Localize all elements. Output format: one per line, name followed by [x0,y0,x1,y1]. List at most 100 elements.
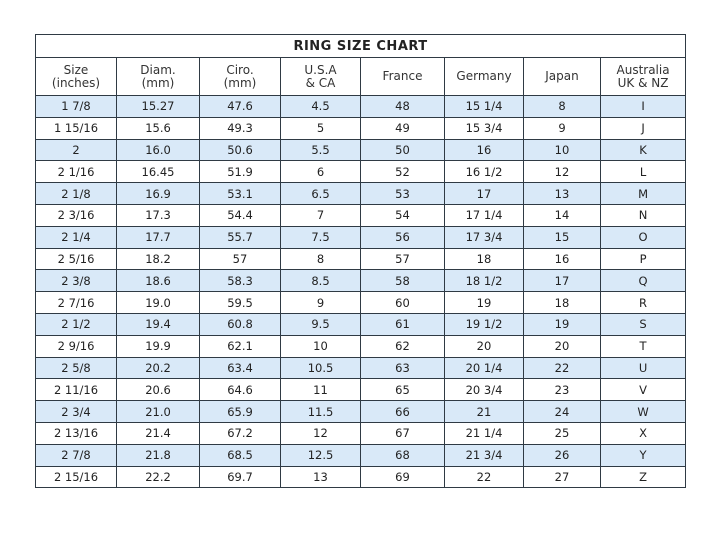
cell-circumference-mm: 62.1 [199,334,281,358]
cell-japan: 14 [523,203,601,227]
header-line: Japan [545,69,579,83]
table-row: 2 15/16 22.2 69.7 13 69 22 27 Z [35,465,687,489]
cell-diameter-mm: 18.6 [116,269,200,293]
cell-france: 56 [360,225,445,249]
cell-japan: 22 [523,356,601,380]
cell-diameter-mm: 22.2 [116,465,200,489]
cell-australia-uk-nz: S [599,312,687,336]
cell-circumference-mm: 55.7 [199,225,281,249]
cell-australia-uk-nz: O [599,225,687,249]
cell-circumference-mm: 53.1 [199,182,281,205]
cell-diameter-mm: 16.9 [116,182,200,205]
cell-germany: 20 1/4 [444,356,524,380]
table-row: 2 5/16 18.2 57 8 57 18 16 P [35,247,687,271]
table-row: 2 7/8 21.8 68.5 12.5 68 21 3/4 26 Y [35,443,687,467]
cell-germany: 21 [444,400,524,423]
cell-japan: 12 [523,160,601,184]
cell-circumference-mm: 60.8 [199,312,281,336]
cell-australia-uk-nz: X [599,421,687,445]
cell-circumference-mm: 49.3 [199,116,281,140]
cell-australia-uk-nz: J [599,116,687,140]
cell-usa-ca: 8 [280,247,361,271]
cell-diameter-mm: 16.45 [116,160,200,184]
cell-australia-uk-nz: I [599,95,687,118]
cell-france: 50 [360,138,445,162]
table-row: 2 1/16 16.45 51.9 6 52 16 1/2 12 L [35,160,687,184]
table-row: 2 5/8 20.2 63.4 10.5 63 20 1/4 22 U [35,356,687,380]
cell-diameter-mm: 20.2 [116,356,200,380]
header-line: U.S.A [304,62,337,77]
cell-circumference-mm: 67.2 [199,421,281,445]
cell-circumference-mm: 47.6 [199,95,281,118]
cell-diameter-mm: 17.3 [116,203,200,227]
cell-germany: 20 [444,334,524,358]
cell-circumference-mm: 51.9 [199,160,281,184]
cell-australia-uk-nz: Q [599,269,687,293]
cell-australia-uk-nz: Z [599,465,687,489]
cell-diameter-mm: 21.4 [116,421,200,445]
cell-diameter-mm: 19.4 [116,312,200,336]
cell-germany: 15 1/4 [444,95,524,118]
cell-usa-ca: 5 [280,116,361,140]
cell-germany: 16 1/2 [444,160,524,184]
cell-france: 53 [360,182,445,205]
cell-japan: 25 [523,421,601,445]
cell-france: 66 [360,400,445,423]
cell-japan: 23 [523,378,601,402]
column-header-size-inches: Size (inches) [35,57,117,96]
cell-france: 61 [360,312,445,336]
table-row: 2 9/16 19.9 62.1 10 62 20 20 T [35,334,687,358]
cell-france: 67 [360,421,445,445]
cell-japan: 26 [523,443,601,467]
cell-france: 58 [360,269,445,293]
cell-diameter-mm: 18.2 [116,247,200,271]
header-line: Germany [456,69,512,83]
cell-germany: 18 1/2 [444,269,524,293]
cell-diameter-mm: 21.8 [116,443,200,467]
cell-usa-ca: 10.5 [280,356,361,380]
cell-australia-uk-nz: V [599,378,687,402]
header-line: (mm) [141,75,175,90]
cell-germany: 17 [444,182,524,205]
cell-germany: 19 [444,291,524,314]
table-row: 2 3/16 17.3 54.4 7 54 17 1/4 14 N [35,203,687,227]
cell-australia-uk-nz: W [599,400,687,423]
cell-france: 48 [360,95,445,118]
cell-japan: 9 [523,116,601,140]
cell-germany: 17 3/4 [444,225,524,249]
table-row: 2 7/16 19.0 59.5 9 60 19 18 R [35,291,687,314]
cell-circumference-mm: 57 [199,247,281,271]
cell-circumference-mm: 50.6 [199,138,281,162]
column-header-diameter-mm: Diam. (mm) [116,57,200,96]
cell-usa-ca: 8.5 [280,269,361,293]
cell-japan: 20 [523,334,601,358]
header-line: (inches) [51,75,101,90]
cell-australia-uk-nz: P [599,247,687,271]
header-line: Ciro. [226,62,254,77]
header-line: Diam. [140,62,176,77]
cell-diameter-mm: 15.6 [116,116,200,140]
cell-germany: 15 3/4 [444,116,524,140]
cell-japan: 16 [523,247,601,271]
cell-usa-ca: 13 [280,465,361,489]
cell-circumference-mm: 54.4 [199,203,281,227]
cell-usa-ca: 12 [280,421,361,445]
cell-usa-ca: 11.5 [280,400,361,423]
cell-usa-ca: 9 [280,291,361,314]
cell-size-inches: 2 15/16 [35,465,117,489]
cell-size-inches: 2 7/8 [35,443,117,467]
table-row: 2 3/8 18.6 58.3 8.5 58 18 1/2 17 Q [35,269,687,293]
cell-france: 69 [360,465,445,489]
cell-size-inches: 2 5/16 [35,247,117,271]
header-line: UK & NZ [617,75,669,90]
table-row: 2 1/2 19.4 60.8 9.5 61 19 1/2 19 S [35,312,687,336]
cell-size-inches: 2 5/8 [35,356,117,380]
cell-germany: 19 1/2 [444,312,524,336]
column-header-germany: Germany [444,57,524,96]
cell-australia-uk-nz: M [599,182,687,205]
header-line: France [382,69,423,83]
cell-size-inches: 2 9/16 [35,334,117,358]
chart-title: RING SIZE CHART [34,34,687,58]
cell-usa-ca: 6.5 [280,182,361,205]
cell-australia-uk-nz: L [599,160,687,184]
